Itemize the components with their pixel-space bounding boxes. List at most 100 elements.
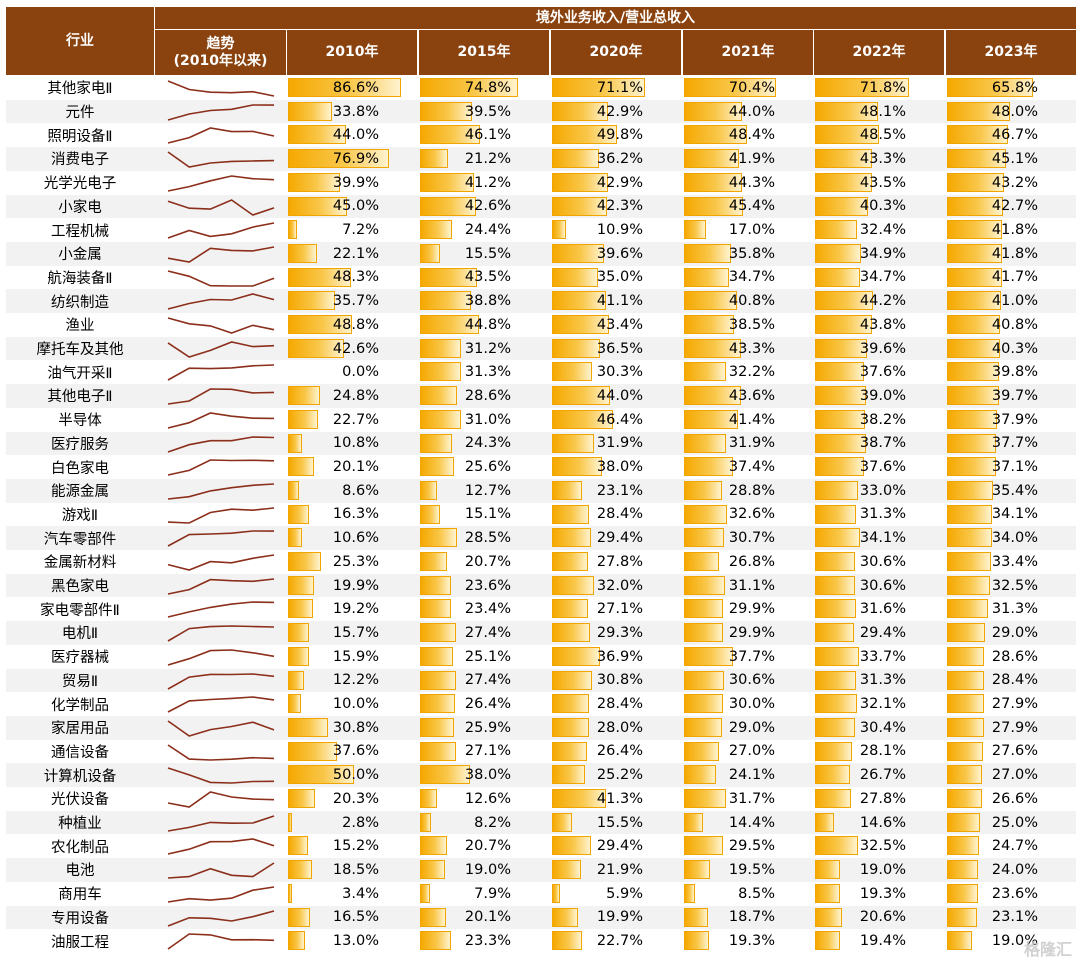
- value-label: 48.5%: [859, 127, 906, 144]
- value-cell: 19.0%: [814, 858, 944, 882]
- value-label: 42.6%: [332, 340, 379, 357]
- sparkline-path: [167, 80, 275, 97]
- value-cell: 8.5%: [683, 882, 813, 906]
- table-row: 游戏Ⅱ 16.3% 15.1% 28.4% 32.6% 31.3% 34.1%: [6, 503, 1076, 527]
- value-cell: 22.7%: [287, 408, 417, 432]
- value-cell: 32.5%: [814, 834, 944, 858]
- value-cell: 15.2%: [287, 834, 417, 858]
- value-label: 29.3%: [596, 624, 643, 641]
- table-row: 能源金属 8.6% 12.7% 23.1% 28.8% 33.0% 35.4%: [6, 478, 1076, 503]
- value-cell: 42.6%: [287, 337, 417, 361]
- value-cell: 36.9%: [551, 645, 681, 669]
- sparkline-path: [167, 364, 275, 382]
- value-bar: [288, 883, 293, 903]
- value-bar: [552, 504, 590, 524]
- value-cell: 29.9%: [683, 621, 813, 645]
- value-label: 32.6%: [728, 506, 775, 523]
- header-trend-sub: (2010年以来): [173, 52, 268, 69]
- value-cell: 28.5%: [419, 526, 549, 550]
- value-bar: [288, 386, 321, 406]
- value-label: 31.9%: [728, 435, 775, 452]
- value-cell: 19.9%: [287, 574, 417, 598]
- table-row: 化学制品 10.0% 26.4% 28.4% 30.0% 32.1% 27.9%: [6, 692, 1076, 716]
- value-label: 19.2%: [332, 601, 379, 618]
- value-cell: 27.9%: [946, 716, 1076, 740]
- value-cell: 36.2%: [551, 147, 681, 171]
- value-bar: [815, 125, 879, 145]
- value-bar: [552, 338, 600, 358]
- value-label: 29.4%: [596, 530, 643, 547]
- value-bar: [288, 101, 333, 121]
- value-bar: [552, 836, 591, 856]
- value-cell: 43.8%: [814, 313, 944, 337]
- value-bar: [552, 243, 604, 263]
- value-bar: [552, 717, 589, 737]
- value-cell: 23.4%: [419, 597, 549, 621]
- value-label: 28.6%: [464, 387, 511, 404]
- industry-label: 摩托车及其他: [36, 342, 124, 359]
- value-cell: 40.3%: [814, 195, 944, 219]
- value-label: 31.6%: [859, 601, 906, 618]
- value-cell: 25.1%: [419, 645, 549, 669]
- value-cell: 26.6%: [946, 787, 1076, 811]
- value-label: 19.9%: [332, 577, 379, 594]
- value-bar: [947, 860, 979, 880]
- value-label: 30.7%: [728, 530, 775, 547]
- trend-sparkline: [167, 696, 275, 713]
- value-label: 34.7%: [859, 269, 906, 286]
- value-cell: 45.0%: [287, 195, 417, 219]
- value-bar: [684, 575, 725, 595]
- value-label: 27.1%: [596, 601, 643, 618]
- value-cell: 70.4%: [683, 76, 813, 100]
- value-cell: 22.7%: [551, 929, 681, 953]
- value-bar: [684, 528, 725, 548]
- industry-label: 油服工程: [51, 934, 109, 951]
- sparkline-path: [167, 459, 275, 476]
- value-bar: [288, 149, 389, 169]
- value-bar: [552, 694, 590, 714]
- value-label: 42.9%: [596, 174, 643, 191]
- value-label: 12.7%: [464, 482, 511, 499]
- value-label: 29.4%: [859, 624, 906, 641]
- value-label: 33.0%: [859, 482, 906, 499]
- value-cell: 38.8%: [419, 289, 549, 313]
- value-bar: [815, 670, 856, 690]
- trend-sparkline: [167, 435, 275, 453]
- trend-sparkline: [167, 506, 275, 524]
- value-cell: 25.2%: [551, 763, 681, 787]
- value-cell: 25.0%: [946, 811, 1076, 835]
- value-label: 37.6%: [859, 459, 906, 476]
- value-label: 12.6%: [464, 790, 511, 807]
- value-label: 42.6%: [464, 198, 511, 215]
- value-cell: 35.0%: [551, 266, 681, 290]
- value-label: 27.8%: [859, 790, 906, 807]
- value-bar: [420, 907, 447, 927]
- value-cell: 37.9%: [946, 408, 1076, 432]
- value-cell: 43.4%: [551, 313, 681, 337]
- value-bar: [288, 338, 344, 358]
- value-cell: 48.4%: [683, 123, 813, 147]
- value-label: 33.8%: [332, 103, 379, 120]
- value-bar: [420, 717, 454, 737]
- value-bar: [684, 907, 709, 927]
- value-label: 27.9%: [991, 719, 1038, 736]
- value-cell: 25.9%: [419, 716, 549, 740]
- value-cell: 12.6%: [419, 787, 549, 811]
- value-bar: [815, 220, 858, 240]
- value-cell: 14.6%: [814, 811, 944, 835]
- value-label: 28.5%: [464, 530, 511, 547]
- trend-sparkline: [167, 269, 275, 287]
- value-bar: [288, 267, 352, 287]
- value-label: 70.4%: [728, 79, 775, 96]
- value-cell: 12.7%: [419, 479, 549, 503]
- trend-sparkline: [167, 411, 275, 429]
- value-label: 22.7%: [596, 933, 643, 950]
- value-bar: [947, 291, 1001, 311]
- value-bar: [684, 220, 707, 240]
- table-row: 家居用品 30.8% 25.9% 28.0% 29.0% 30.4% 27.9%: [6, 715, 1076, 740]
- value-label: 19.9%: [596, 909, 643, 926]
- value-label: 20.6%: [859, 909, 906, 926]
- header-trend-label: 趋势: [206, 35, 235, 52]
- table-row: 其他电子Ⅱ 24.8% 28.6% 44.0% 43.6% 39.0% 39.7%: [6, 384, 1076, 408]
- value-bar: [552, 457, 602, 477]
